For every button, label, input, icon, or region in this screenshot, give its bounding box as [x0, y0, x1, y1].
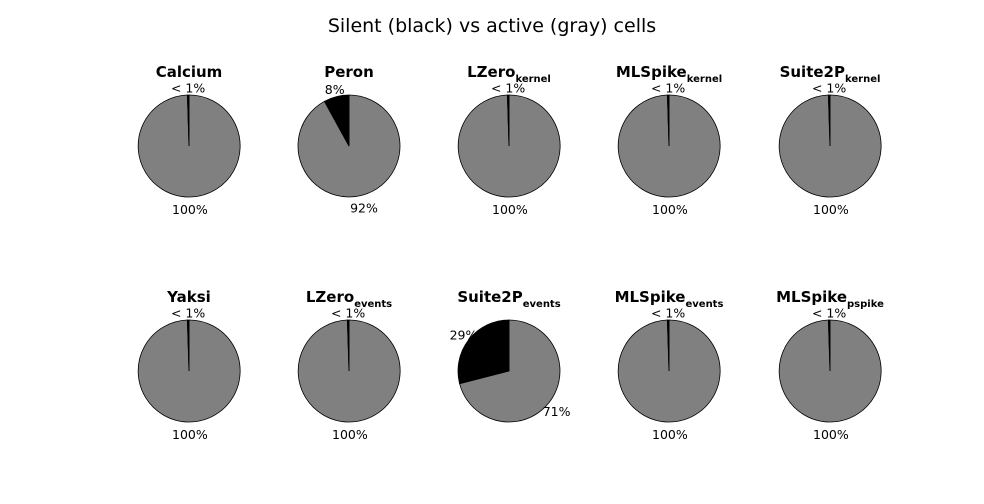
pie-label-silent: 29%	[450, 328, 478, 343]
pie-1: Calcium< 1% 100%	[137, 63, 241, 217]
pie-3: LZerokernel< 1% 100%	[457, 63, 561, 217]
pie-label-silent: < 1%	[171, 305, 205, 320]
pie-title: MLSpikekernel	[616, 63, 722, 85]
pie-slice-silent	[186, 319, 190, 372]
pie-label-silent: 8%	[325, 82, 345, 97]
pie-label-active: 92%	[350, 200, 378, 215]
pie-slice-silent	[506, 94, 510, 147]
pie-label-silent: < 1%	[651, 305, 685, 320]
pie-title: MLSpikeevents	[615, 288, 724, 310]
pie-label-active: 100%	[813, 427, 849, 442]
pie-title: Suite2Pkernel	[780, 63, 881, 85]
pie-label-active: 100%	[172, 427, 208, 442]
pie-title: LZerokernel	[467, 63, 551, 85]
pie-label-active: 100%	[652, 202, 688, 217]
pie-label-silent: < 1%	[812, 305, 846, 320]
pie-label-active: 100%	[332, 427, 368, 442]
pie-slice-silent	[827, 94, 831, 147]
pie-slice-active	[459, 319, 561, 423]
pie-slice-silent	[827, 319, 831, 372]
pie-label-active: 100%	[172, 202, 208, 217]
pie-slice-silent	[346, 319, 350, 372]
pie-title: LZeroevents	[306, 288, 392, 310]
pie-label-silent: < 1%	[171, 80, 205, 95]
pie-slice-silent	[323, 94, 350, 147]
pie-8: Suite2Pevents 29% 71%	[450, 288, 571, 423]
pie-slice-silent	[457, 319, 510, 385]
pie-label-active: 100%	[813, 202, 849, 217]
pie-9: MLSpikeevents< 1% 100%	[615, 288, 724, 442]
figure-title: Silent (black) vs active (gray) cells	[328, 15, 656, 37]
pie-label-silent: < 1%	[651, 80, 685, 95]
pie-slice-silent	[666, 94, 670, 147]
pie-title: MLSpikepspike	[776, 288, 884, 310]
pie-label-active: 71%	[543, 404, 571, 419]
pie-label-active: 100%	[652, 427, 688, 442]
pie-title: Peron	[324, 63, 374, 81]
pie-6: Yaksi< 1% 100%	[137, 288, 241, 442]
pie-title: Calcium	[156, 63, 223, 81]
pie-label-active: 100%	[492, 202, 528, 217]
pie-label-silent: < 1%	[491, 80, 525, 95]
pie-title: Yaksi	[166, 288, 211, 306]
pie-label-silent: < 1%	[331, 305, 365, 320]
pie-title: Suite2Pevents	[457, 288, 560, 310]
pie-5: Suite2Pkernel< 1% 100%	[778, 63, 882, 217]
pie-7: LZeroevents< 1% 100%	[297, 288, 401, 442]
pie-slice-silent	[186, 94, 190, 147]
pie-10: MLSpikepspike< 1% 100%	[776, 288, 884, 442]
pie-label-silent: < 1%	[812, 80, 846, 95]
pie-4: MLSpikekernel< 1% 100%	[616, 63, 722, 217]
pie-slice-silent	[666, 319, 670, 372]
